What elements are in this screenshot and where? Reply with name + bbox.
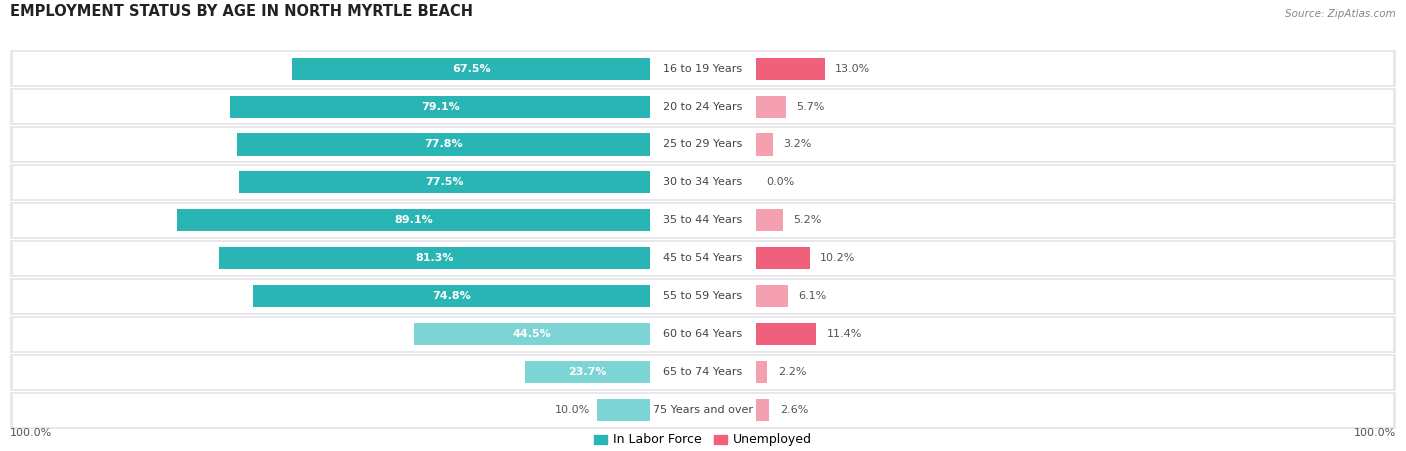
- Text: 77.8%: 77.8%: [425, 139, 463, 149]
- Text: 44.5%: 44.5%: [513, 329, 551, 339]
- Text: 35 to 44 Years: 35 to 44 Years: [664, 216, 742, 226]
- Text: 10.0%: 10.0%: [555, 405, 591, 415]
- Bar: [13, 204, 1393, 237]
- Text: 2.2%: 2.2%: [778, 367, 806, 377]
- Bar: [755, 96, 786, 118]
- Bar: [219, 247, 651, 269]
- Text: 2.6%: 2.6%: [780, 405, 808, 415]
- Bar: [10, 316, 1396, 353]
- Bar: [10, 50, 1396, 87]
- Text: 10.2%: 10.2%: [820, 253, 856, 263]
- Text: 55 to 59 Years: 55 to 59 Years: [664, 291, 742, 301]
- Bar: [177, 209, 651, 231]
- Text: 20 to 24 Years: 20 to 24 Years: [664, 101, 742, 111]
- Bar: [13, 128, 1393, 161]
- Bar: [10, 278, 1396, 315]
- Text: 65 to 74 Years: 65 to 74 Years: [664, 367, 742, 377]
- Bar: [13, 280, 1393, 313]
- Text: 74.8%: 74.8%: [433, 291, 471, 301]
- Bar: [13, 166, 1393, 199]
- Bar: [524, 361, 651, 383]
- Bar: [755, 361, 768, 383]
- Text: 25 to 29 Years: 25 to 29 Years: [664, 139, 742, 149]
- Text: 75 Years and over: 75 Years and over: [652, 405, 754, 415]
- Text: 5.7%: 5.7%: [796, 101, 825, 111]
- Bar: [755, 285, 787, 307]
- Text: 3.2%: 3.2%: [783, 139, 811, 149]
- Text: 30 to 34 Years: 30 to 34 Years: [664, 177, 742, 188]
- Bar: [239, 171, 651, 193]
- Text: 23.7%: 23.7%: [568, 367, 607, 377]
- Bar: [755, 133, 772, 156]
- Bar: [415, 323, 651, 345]
- Text: 100.0%: 100.0%: [1354, 428, 1396, 437]
- Bar: [253, 285, 651, 307]
- Bar: [755, 58, 824, 79]
- Text: 16 to 19 Years: 16 to 19 Years: [664, 64, 742, 74]
- Bar: [10, 202, 1396, 239]
- Bar: [13, 90, 1393, 123]
- Bar: [10, 391, 1396, 429]
- Text: 45 to 54 Years: 45 to 54 Years: [664, 253, 742, 263]
- Text: 11.4%: 11.4%: [827, 329, 862, 339]
- Legend: In Labor Force, Unemployed: In Labor Force, Unemployed: [589, 428, 817, 451]
- Bar: [755, 399, 769, 421]
- Bar: [13, 318, 1393, 351]
- Text: Source: ZipAtlas.com: Source: ZipAtlas.com: [1285, 9, 1396, 19]
- Bar: [10, 126, 1396, 163]
- Bar: [238, 133, 651, 156]
- Text: 81.3%: 81.3%: [415, 253, 454, 263]
- Text: 6.1%: 6.1%: [799, 291, 827, 301]
- Bar: [10, 354, 1396, 391]
- Text: 79.1%: 79.1%: [420, 101, 460, 111]
- Bar: [231, 96, 651, 118]
- Text: EMPLOYMENT STATUS BY AGE IN NORTH MYRTLE BEACH: EMPLOYMENT STATUS BY AGE IN NORTH MYRTLE…: [10, 4, 472, 19]
- Bar: [13, 52, 1393, 85]
- Bar: [755, 247, 810, 269]
- Bar: [13, 242, 1393, 275]
- Text: 77.5%: 77.5%: [426, 177, 464, 188]
- Text: 5.2%: 5.2%: [793, 216, 823, 226]
- Bar: [598, 399, 651, 421]
- Text: 13.0%: 13.0%: [835, 64, 870, 74]
- Bar: [755, 323, 815, 345]
- Bar: [10, 88, 1396, 125]
- Bar: [10, 164, 1396, 201]
- Text: 0.0%: 0.0%: [766, 177, 794, 188]
- Bar: [13, 394, 1393, 427]
- Text: 60 to 64 Years: 60 to 64 Years: [664, 329, 742, 339]
- Bar: [10, 240, 1396, 277]
- Bar: [292, 58, 651, 79]
- Bar: [755, 209, 783, 231]
- Bar: [13, 355, 1393, 389]
- Text: 89.1%: 89.1%: [395, 216, 433, 226]
- Text: 67.5%: 67.5%: [451, 64, 491, 74]
- Text: 100.0%: 100.0%: [10, 428, 52, 437]
